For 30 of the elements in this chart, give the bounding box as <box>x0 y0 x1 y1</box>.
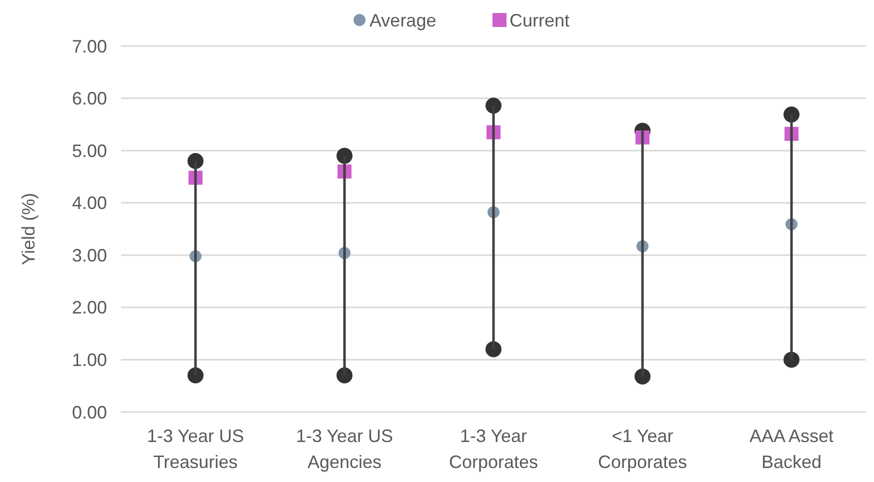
point <box>336 367 352 384</box>
x-tick-label: <1 Year Corporates <box>598 426 688 472</box>
bar <box>194 161 197 376</box>
y-tick-label: 3.00 <box>72 245 107 266</box>
y-tick-label: 4.00 <box>72 193 107 214</box>
point <box>486 341 502 358</box>
bar <box>492 106 495 350</box>
point <box>634 368 650 384</box>
x-tick-label: 1-3 Year US Agencies <box>296 426 394 472</box>
point <box>188 367 204 384</box>
point <box>784 352 800 368</box>
bar <box>343 156 346 376</box>
bar <box>641 130 644 376</box>
y-tick-label: 6.00 <box>72 88 107 109</box>
y-axis-title: Yield (%) <box>18 192 38 266</box>
legend-label: Current <box>510 10 570 30</box>
x-tick-label: 1-3 Year US Treasuries <box>146 426 244 472</box>
point <box>336 148 352 164</box>
y-tick-label: 5.00 <box>72 140 107 161</box>
y-tick-label: 2.00 <box>72 298 107 318</box>
y-tick-label: 0.00 <box>72 402 107 422</box>
point <box>784 106 800 122</box>
x-tick-label: AAA Asset Backed <box>749 426 834 472</box>
y-tick-label: 7.00 <box>72 36 107 56</box>
x-tick-label: 1-3 Year Corporates <box>448 426 538 472</box>
point <box>486 98 502 114</box>
y-tick-label: 1.00 <box>72 350 107 370</box>
bar <box>790 114 793 360</box>
legend-label: Average <box>370 10 436 30</box>
point <box>188 153 204 170</box>
